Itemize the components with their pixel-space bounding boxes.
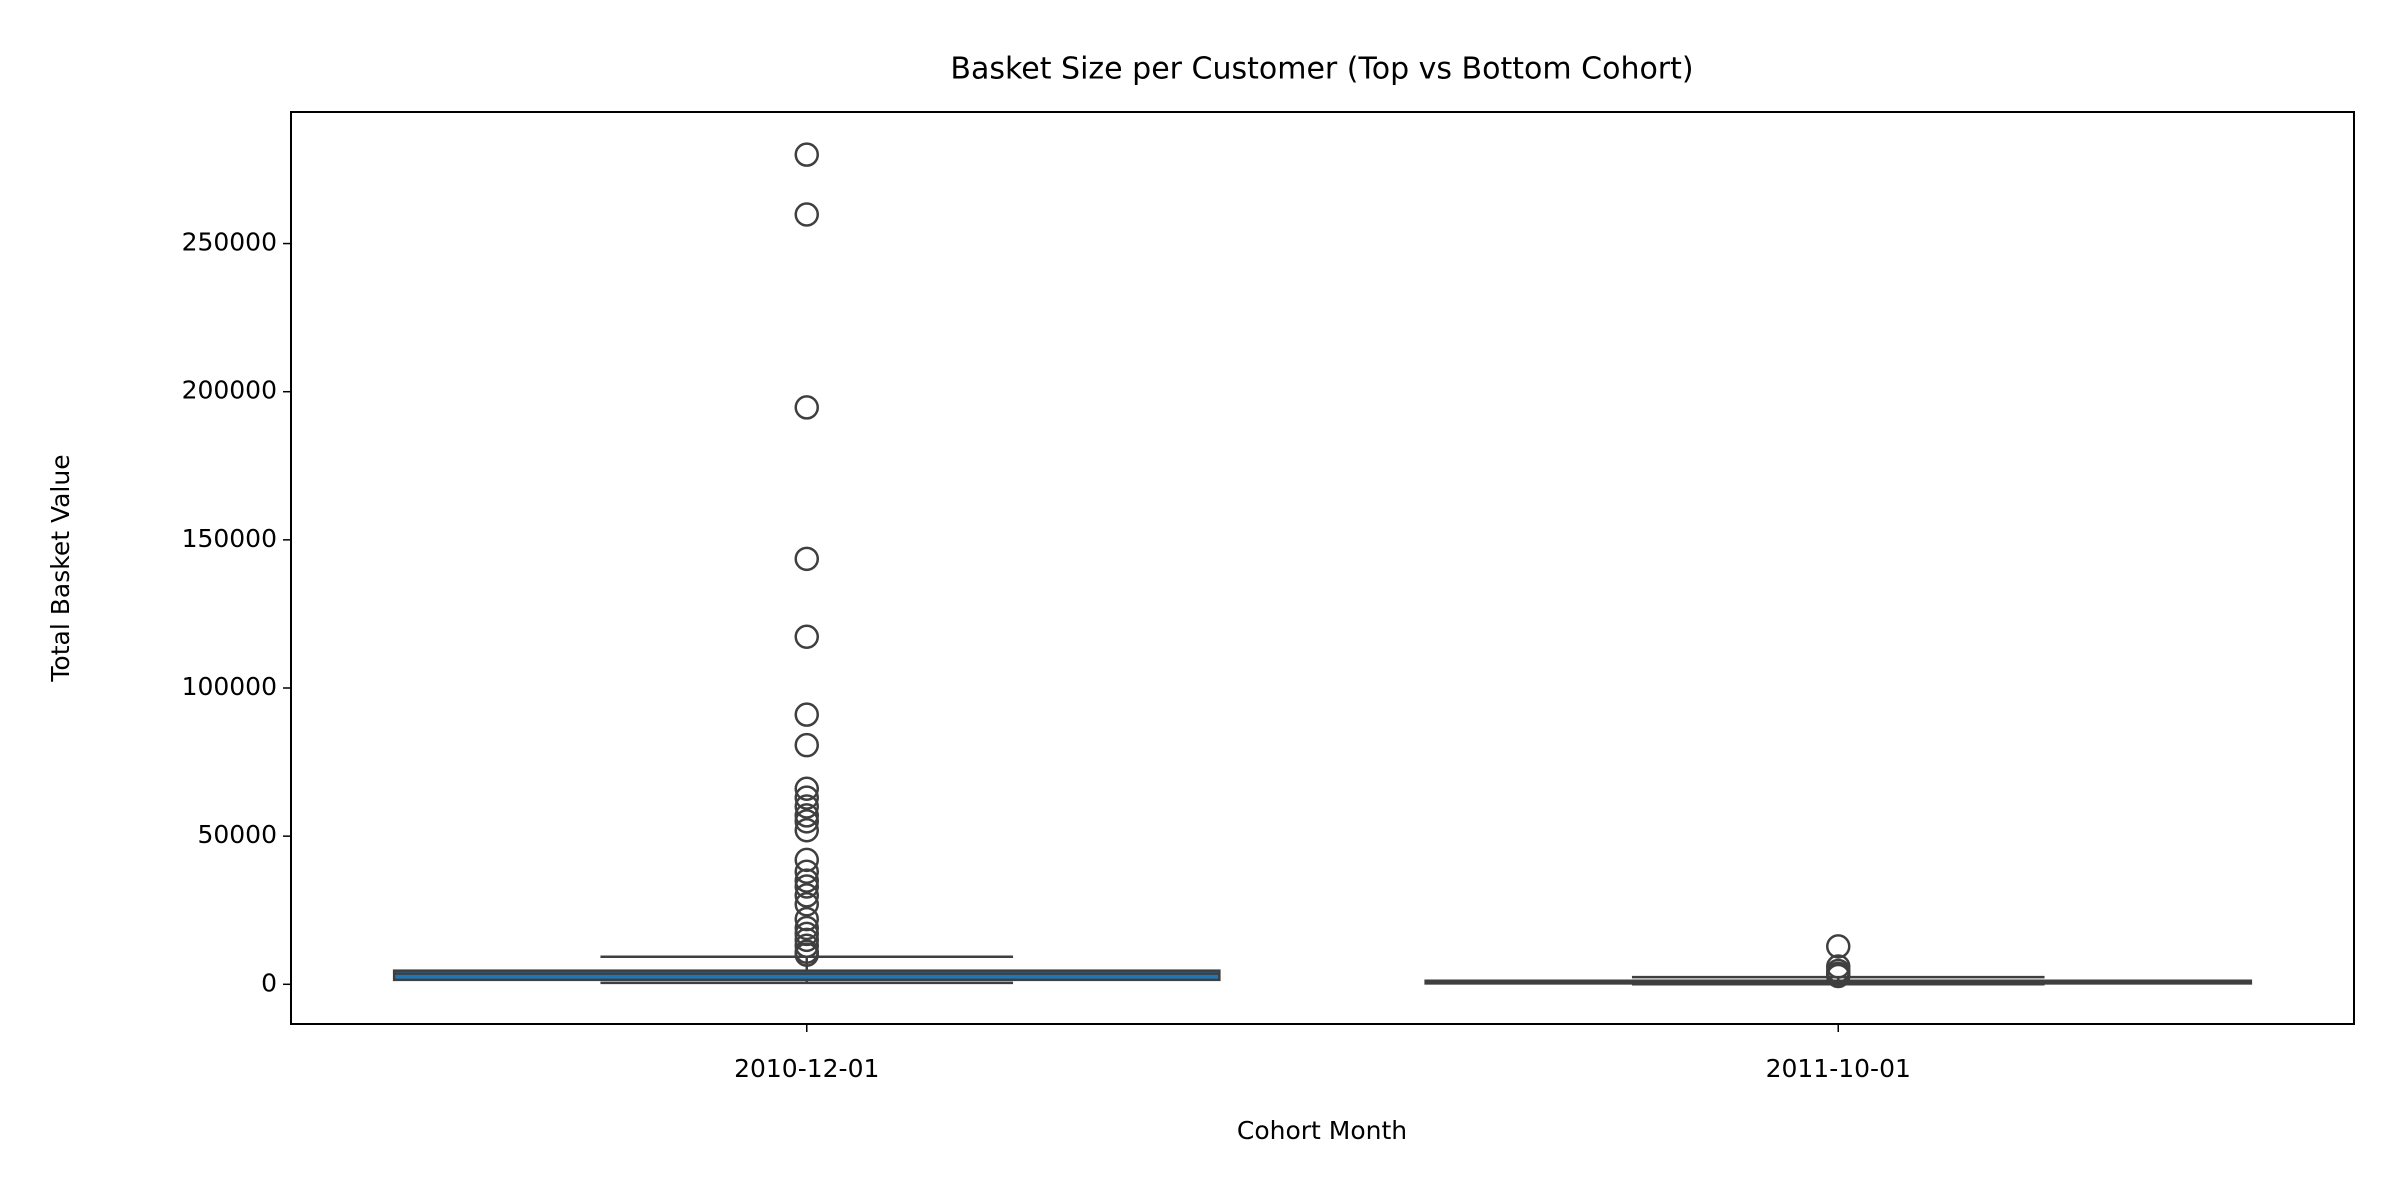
outlier: [794, 868, 819, 893]
outlier: [794, 927, 819, 953]
outlier: [794, 847, 819, 873]
outlier: [794, 942, 819, 967]
y-tick-label: 100000: [182, 672, 277, 701]
outlier: [794, 803, 819, 828]
outlier: [794, 142, 819, 167]
x-tick-label: 2010-12-01: [734, 1054, 879, 1083]
outlier: [794, 859, 819, 884]
y-tick-label: 50000: [197, 820, 277, 849]
y-tick-label: 150000: [182, 524, 277, 553]
outlier: [794, 915, 819, 941]
outlier: [794, 892, 819, 917]
outlier: [794, 776, 819, 801]
y-tick-label: 200000: [182, 376, 277, 405]
outlier: [794, 624, 819, 649]
y-axis-label: Total Basket Value: [46, 454, 75, 682]
outlier: [794, 785, 819, 810]
outlier: [794, 921, 819, 947]
outlier: [794, 702, 819, 727]
plot-frame: [290, 111, 2355, 1025]
outlier: [794, 546, 819, 572]
outlier: [1826, 963, 1851, 989]
y-tick-label: 250000: [182, 228, 277, 257]
outlier: [794, 883, 819, 908]
x-tick-label: 2011-10-01: [1766, 1054, 1911, 1083]
y-tick-label: 0: [261, 968, 277, 997]
outlier: [1826, 934, 1851, 959]
outlier: [794, 395, 819, 420]
outlier: [794, 809, 819, 834]
outlier: [794, 874, 819, 899]
outlier: [794, 732, 819, 758]
chart-title: Basket Size per Customer (Top vs Bottom …: [950, 52, 1693, 87]
outlier: [794, 202, 819, 227]
x-axis-label: Cohort Month: [1237, 1116, 1407, 1145]
box: [392, 969, 1221, 982]
outlier: [794, 817, 819, 843]
outlier: [794, 794, 819, 819]
outlier: [794, 933, 819, 959]
outlier: [794, 906, 819, 932]
